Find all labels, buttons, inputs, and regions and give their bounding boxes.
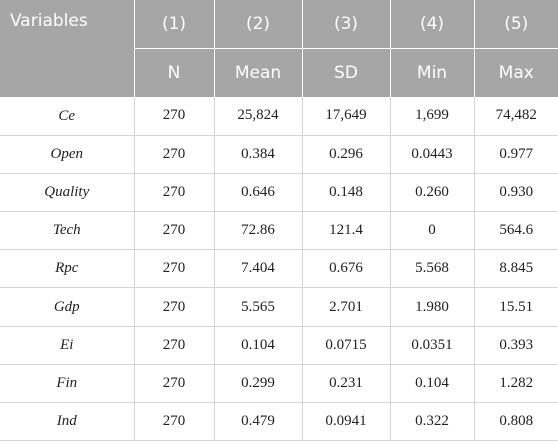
cell-min: 0	[390, 211, 475, 251]
table-row: Ce 270 25,824 17,649 1,699 74,482	[0, 97, 558, 136]
variable-name: Open	[0, 135, 135, 174]
cell-min: 0.104	[390, 364, 475, 404]
header-n: N	[134, 48, 215, 97]
table-body: Ce 270 25,824 17,649 1,699 74,482 Open 2…	[0, 97, 558, 442]
cell-min: 5.568	[390, 249, 475, 289]
cell-max: 0.808	[474, 402, 558, 442]
cell-n: 270	[134, 287, 215, 327]
cell-mean: 0.299	[214, 364, 303, 404]
header-max: Max	[474, 48, 558, 97]
cell-max: 74,482	[474, 97, 558, 136]
cell-mean: 0.479	[214, 402, 303, 442]
cell-sd: 0.0715	[302, 326, 391, 365]
variable-name: Gdp	[0, 287, 135, 327]
header-mean: Mean	[214, 48, 303, 97]
variable-name: Ei	[0, 326, 135, 365]
cell-max: 0.393	[474, 326, 558, 365]
table-row: Quality 270 0.646 0.148 0.260 0.930	[0, 173, 558, 213]
cell-min: 1,699	[390, 97, 475, 136]
cell-max: 0.930	[474, 173, 558, 213]
variable-name: Quality	[0, 173, 135, 213]
cell-n: 270	[134, 326, 215, 365]
header-col-2: (2)	[214, 0, 303, 49]
cell-mean: 0.384	[214, 135, 303, 174]
table-row: Tech 270 72.86 121.4 0 564.6	[0, 211, 558, 251]
cell-n: 270	[134, 402, 215, 442]
variable-name: Fin	[0, 364, 135, 404]
header-min: Min	[390, 48, 475, 97]
header-row-stat-names: N Mean SD Min Max	[0, 48, 558, 97]
table-row: Open 270 0.384 0.296 0.0443 0.977	[0, 135, 558, 174]
cell-mean: 7.404	[214, 249, 303, 289]
cell-min: 0.0351	[390, 326, 475, 365]
table-row: Ind 270 0.479 0.0941 0.322 0.808	[0, 402, 558, 442]
cell-mean: 0.104	[214, 326, 303, 365]
cell-n: 270	[134, 135, 215, 174]
cell-mean: 72.86	[214, 211, 303, 251]
variable-name: Rpc	[0, 249, 135, 289]
cell-max: 564.6	[474, 211, 558, 251]
cell-sd: 17,649	[302, 97, 391, 136]
cell-sd: 0.0941	[302, 402, 391, 442]
table-row: Rpc 270 7.404 0.676 5.568 8.845	[0, 249, 558, 289]
cell-min: 0.260	[390, 173, 475, 213]
cell-min: 1.980	[390, 287, 475, 327]
header-row-column-numbers: Variables (1) (2) (3) (4) (5)	[0, 0, 558, 98]
cell-mean: 5.565	[214, 287, 303, 327]
table-row: Ei 270 0.104 0.0715 0.0351 0.393	[0, 326, 558, 365]
cell-n: 270	[134, 249, 215, 289]
header-variables: Variables	[0, 0, 135, 98]
cell-max: 0.977	[474, 135, 558, 174]
cell-mean: 25,824	[214, 97, 303, 136]
variable-name: Tech	[0, 211, 135, 251]
cell-n: 270	[134, 364, 215, 404]
header-col-3: (3)	[302, 0, 391, 49]
cell-n: 270	[134, 173, 215, 213]
cell-sd: 0.676	[302, 249, 391, 289]
cell-sd: 0.296	[302, 135, 391, 174]
cell-n: 270	[134, 211, 215, 251]
header-col-4: (4)	[390, 0, 475, 49]
table-row: Fin 270 0.299 0.231 0.104 1.282	[0, 364, 558, 404]
variable-name: Ce	[0, 97, 135, 136]
header-sd: SD	[302, 48, 391, 97]
cell-sd: 2.701	[302, 287, 391, 327]
header-col-1: (1)	[134, 0, 215, 49]
table-header: Variables (1) (2) (3) (4) (5) N Mean SD …	[0, 0, 558, 98]
cell-min: 0.0443	[390, 135, 475, 174]
cell-max: 1.282	[474, 364, 558, 404]
cell-sd: 121.4	[302, 211, 391, 251]
cell-max: 8.845	[474, 249, 558, 289]
cell-min: 0.322	[390, 402, 475, 442]
table-row: Gdp 270 5.565 2.701 1.980 15.51	[0, 287, 558, 327]
cell-sd: 0.148	[302, 173, 391, 213]
header-col-5: (5)	[474, 0, 558, 49]
cell-max: 15.51	[474, 287, 558, 327]
variable-name: Ind	[0, 402, 135, 442]
cell-n: 270	[134, 97, 215, 136]
cell-sd: 0.231	[302, 364, 391, 404]
cell-mean: 0.646	[214, 173, 303, 213]
